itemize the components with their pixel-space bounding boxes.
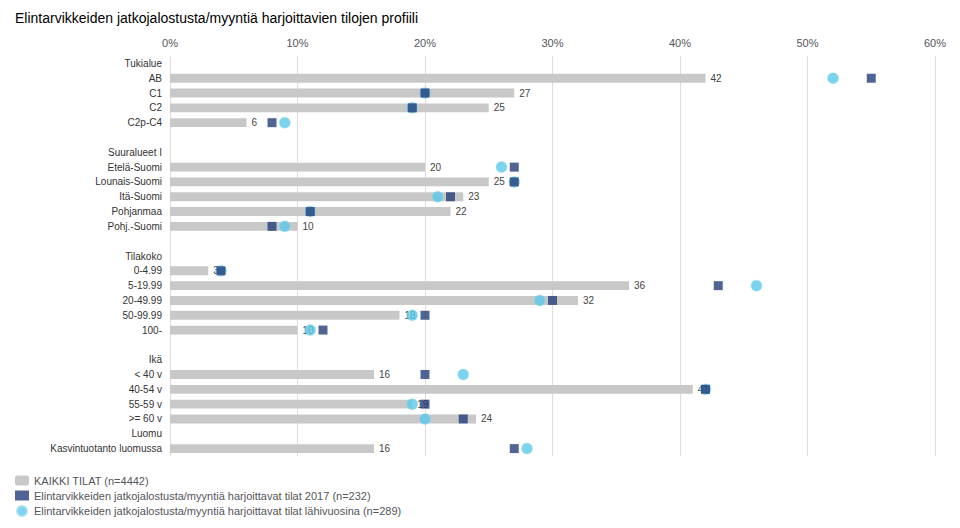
svg-text:25: 25: [494, 176, 506, 187]
svg-text:Pohjanmaa: Pohjanmaa: [111, 206, 162, 217]
svg-text:0-4.99: 0-4.99: [134, 265, 163, 276]
svg-text:>= 60 v: >= 60 v: [129, 413, 162, 424]
svg-text:41: 41: [698, 384, 710, 395]
svg-text:16: 16: [379, 369, 391, 380]
svg-text:22: 22: [456, 206, 468, 217]
svg-text:Tukialue: Tukialue: [125, 58, 163, 69]
svg-text:50-99.99: 50-99.99: [123, 310, 163, 321]
svg-text:30%: 30%: [541, 37, 563, 49]
svg-text:42: 42: [711, 73, 723, 84]
svg-text:19: 19: [417, 399, 429, 410]
svg-text:Lounais-Suomi: Lounais-Suomi: [95, 176, 162, 187]
svg-text:25: 25: [494, 102, 506, 113]
svg-text:Ikä: Ikä: [149, 354, 163, 365]
svg-text:Suuralueet I: Suuralueet I: [108, 147, 162, 158]
svg-text:6: 6: [252, 117, 258, 128]
svg-text:100-: 100-: [142, 325, 162, 336]
svg-text:Elintarvikkeiden jatkojalostus: Elintarvikkeiden jatkojalostusta/myyntiä…: [34, 490, 371, 502]
svg-text:27: 27: [519, 88, 531, 99]
svg-text:5-19.99: 5-19.99: [128, 280, 162, 291]
svg-text:10%: 10%: [286, 37, 308, 49]
svg-text:10: 10: [303, 221, 315, 232]
svg-text:KAIKKI TILAT (n=4442): KAIKKI TILAT (n=4442): [34, 475, 149, 487]
svg-text:32: 32: [583, 295, 595, 306]
svg-text:36: 36: [634, 280, 646, 291]
svg-text:Etelä-Suomi: Etelä-Suomi: [108, 162, 162, 173]
svg-text:20%: 20%: [414, 37, 436, 49]
svg-text:AB: AB: [149, 73, 163, 84]
svg-text:Kasvintuotanto luomussa: Kasvintuotanto luomussa: [50, 443, 162, 454]
svg-text:20-49.99: 20-49.99: [123, 295, 163, 306]
svg-text:0%: 0%: [162, 37, 178, 49]
svg-text:Luomu: Luomu: [131, 428, 162, 439]
svg-text:40%: 40%: [669, 37, 691, 49]
svg-text:C2p-C4: C2p-C4: [128, 117, 163, 128]
svg-text:Tilakoko: Tilakoko: [125, 251, 162, 262]
svg-text:50%: 50%: [796, 37, 818, 49]
svg-text:Elintarvikkeiden jatkojalostus: Elintarvikkeiden jatkojalostusta/myyntiä…: [15, 10, 418, 26]
svg-text:Pohj.-Suomi: Pohj.-Suomi: [108, 221, 162, 232]
svg-text:55-59 v: 55-59 v: [129, 399, 162, 410]
svg-text:23: 23: [468, 191, 480, 202]
svg-text:40-54 v: 40-54 v: [129, 384, 162, 395]
svg-text:16: 16: [379, 443, 391, 454]
svg-text:< 40 v: < 40 v: [134, 369, 162, 380]
svg-text:20: 20: [430, 162, 442, 173]
svg-text:C2: C2: [149, 102, 162, 113]
svg-text:24: 24: [481, 413, 493, 424]
svg-text:Elintarvikkeiden jatkojalostus: Elintarvikkeiden jatkojalostusta/myyntiä…: [34, 505, 401, 517]
svg-text:60%: 60%: [924, 37, 946, 49]
svg-text:C1: C1: [149, 88, 162, 99]
svg-text:Itä-Suomi: Itä-Suomi: [119, 191, 162, 202]
